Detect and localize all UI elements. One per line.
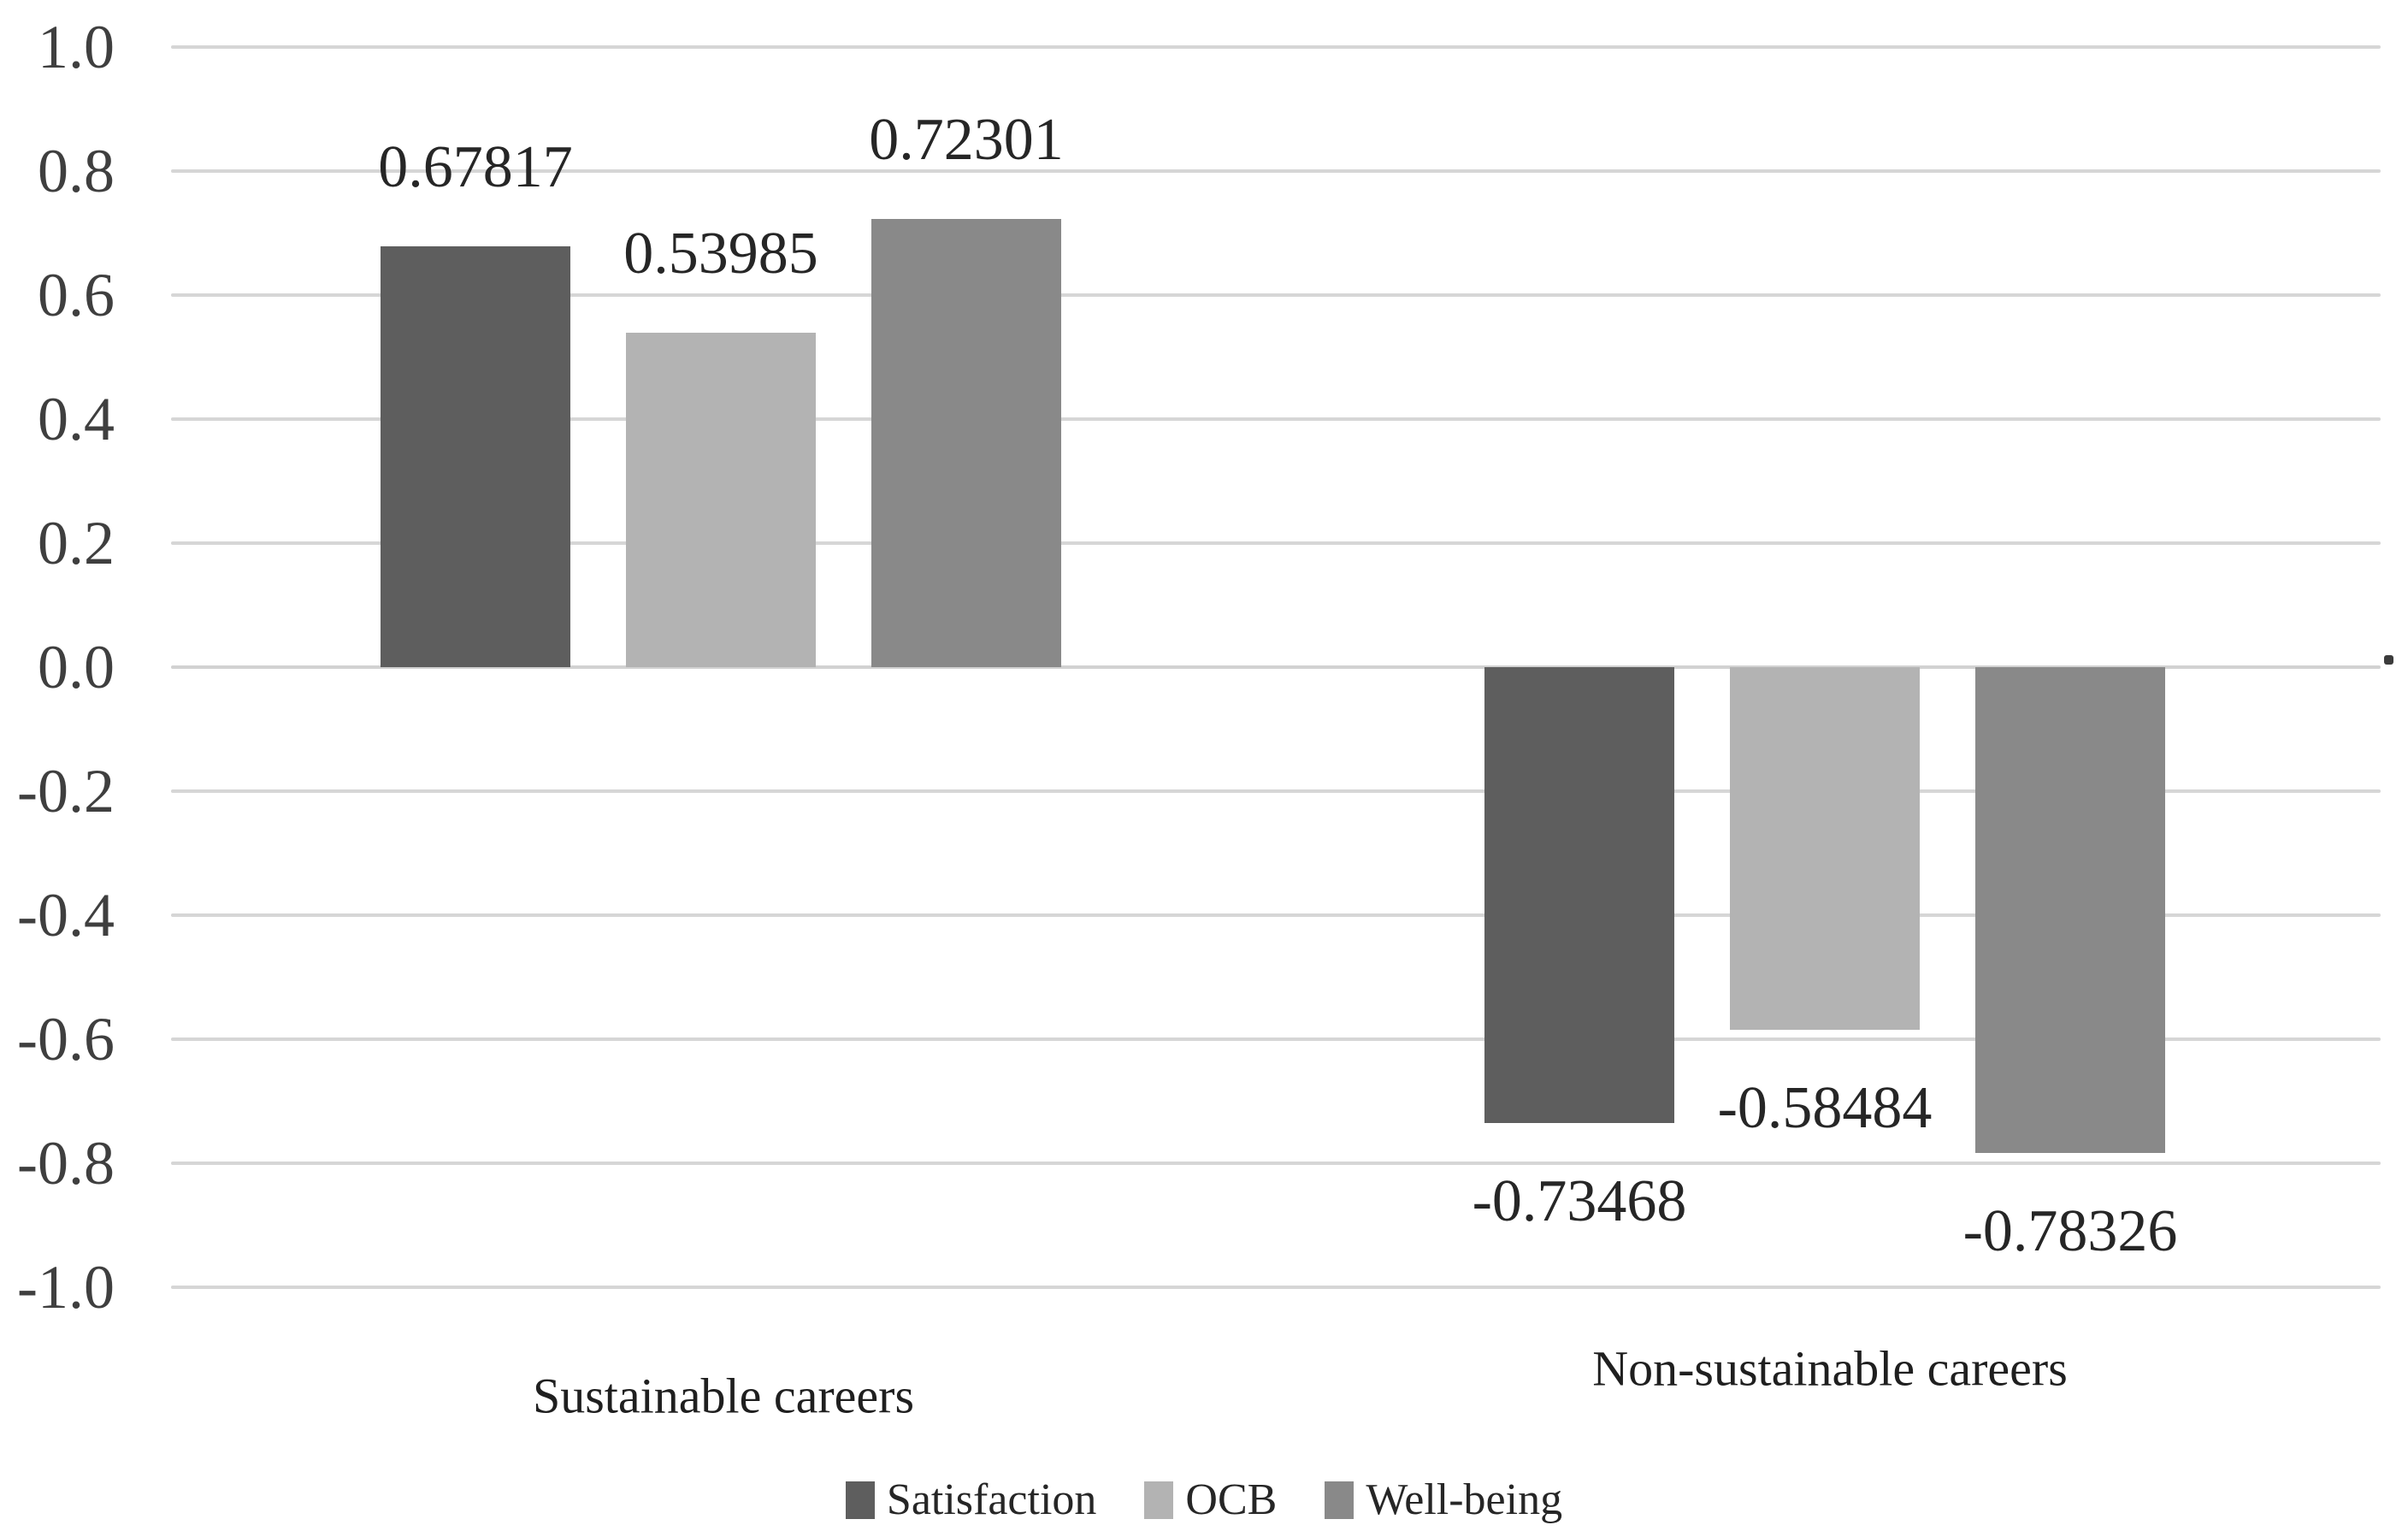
y-axis-tick-label: 0.4 xyxy=(38,385,115,453)
legend-swatch-icon-ocb xyxy=(1144,1481,1174,1519)
legend-item-satisfaction: Satisfaction xyxy=(845,1475,1097,1524)
category-label-sustainable-careers: Sustainable careers xyxy=(532,1368,915,1424)
stray-mark xyxy=(2384,655,2393,665)
legend-label: Well-being xyxy=(1366,1475,1563,1524)
gridline xyxy=(171,45,2381,49)
gridline xyxy=(171,417,2381,421)
gridline xyxy=(171,913,2381,917)
y-axis-tick-label: -0.2 xyxy=(17,757,115,825)
chart-legend: Satisfaction OCB Well-being xyxy=(0,1478,2408,1522)
category-label-non-sustainable-careers: Non-sustainable careers xyxy=(1592,1340,2068,1397)
gridline xyxy=(171,293,2381,297)
legend-item-well-being: Well-being xyxy=(1325,1478,1562,1522)
legend-label: Satisfaction xyxy=(886,1475,1097,1524)
bar-value-label: -0.73468 xyxy=(1472,1168,1687,1234)
gridline xyxy=(171,1162,2381,1165)
y-axis-tick-label: -0.8 xyxy=(17,1129,115,1197)
y-axis-tick-label: 0.6 xyxy=(38,261,115,329)
gridline xyxy=(171,541,2381,545)
bar-well-being-sustainable-careers xyxy=(871,218,1061,667)
y-axis-tick-label: -1.0 xyxy=(17,1253,115,1321)
y-axis-tick-label: -0.6 xyxy=(17,1005,115,1073)
bar-ocb-non-sustainable-careers xyxy=(1730,667,1920,1030)
y-axis-tick-label: 0.2 xyxy=(38,509,115,577)
legend-swatch-icon-well-being xyxy=(1325,1481,1354,1519)
gridline xyxy=(171,1037,2381,1041)
y-axis-tick-label: 0.0 xyxy=(38,633,115,701)
bar-value-label: 0.72301 xyxy=(869,106,1064,173)
y-axis-tick-label: -0.4 xyxy=(17,881,115,949)
y-axis-tick-label: 0.8 xyxy=(38,137,115,205)
bar-satisfaction-sustainable-careers xyxy=(381,246,570,667)
gridline xyxy=(171,1286,2381,1289)
bar-satisfaction-non-sustainable-careers xyxy=(1484,667,1674,1123)
gridline-zero xyxy=(171,665,2381,669)
bar-value-label: 0.67817 xyxy=(378,134,573,201)
bar-value-label: -0.78326 xyxy=(1962,1197,2178,1264)
legend-swatch-icon-satisfaction xyxy=(845,1481,875,1519)
bar-ocb-sustainable-careers xyxy=(626,332,816,667)
y-axis-tick-label: 1.0 xyxy=(38,13,115,81)
gridline xyxy=(171,789,2381,793)
legend-label: OCB xyxy=(1185,1475,1278,1524)
bar-value-label: 0.53985 xyxy=(623,220,818,287)
bar-well-being-non-sustainable-careers xyxy=(1975,667,2165,1153)
bar-value-label: -0.58484 xyxy=(1717,1075,1933,1141)
gridline xyxy=(171,169,2381,173)
legend-item-ocb: OCB xyxy=(1144,1478,1277,1522)
